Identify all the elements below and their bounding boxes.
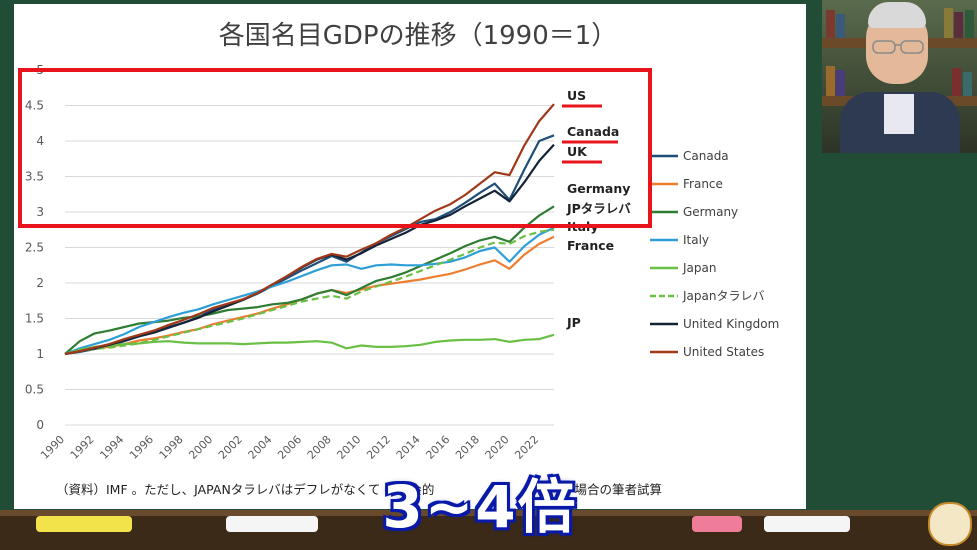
x-tick-label: 2000: [186, 433, 215, 462]
y-tick-label: 3: [36, 205, 44, 219]
series-lines: [64, 103, 555, 356]
glasses-icon: [872, 40, 924, 54]
book: [836, 70, 845, 96]
x-axis-ticks: 1990 1992 1994 1996 1998 2000 2002 2004 2006 2008…: [38, 433, 541, 462]
series-line-canada: [64, 134, 555, 356]
slide: 各国名目GDPの推移（1990＝1） 0 0.5 1 1.5 2 2.5 3 3.5 4 4.5 5…: [14, 4, 806, 509]
caption-overlay: 3~4倍: [381, 472, 578, 543]
x-tick-label: 2008: [305, 433, 334, 462]
book: [826, 66, 835, 96]
book: [963, 72, 972, 96]
legend-label: Japan: [682, 261, 716, 275]
legend-label: Japanタラレバ: [682, 289, 764, 303]
series-line-united-states: [64, 103, 555, 356]
chalk-ledge: [0, 510, 977, 550]
legend-label: France: [683, 177, 723, 191]
series-line-germany: [64, 205, 555, 355]
ledge-rail: [0, 510, 977, 516]
book: [965, 10, 974, 38]
annotation-label: UK: [567, 144, 588, 159]
presenter-shirt: [884, 94, 914, 134]
book: [954, 12, 963, 38]
x-tick-label: 1994: [97, 433, 126, 462]
chart-title: 各国名目GDPの推移（1990＝1）: [219, 21, 618, 51]
x-tick-label: 2016: [423, 433, 452, 462]
legend-label: Canada: [683, 149, 729, 163]
y-tick-label: 0: [36, 418, 44, 432]
x-tick-label: 1998: [157, 433, 186, 462]
x-tick-label: 2012: [364, 433, 393, 462]
book: [944, 8, 953, 38]
y-tick-label: 2: [36, 276, 44, 290]
book: [826, 10, 835, 38]
x-tick-label: 1990: [38, 433, 67, 462]
y-tick-label: 1.5: [25, 312, 44, 326]
x-tick-label: 2004: [246, 433, 275, 462]
gdp-line-chart: 各国名目GDPの推移（1990＝1） 00.511.522.533.544.55…: [18, 21, 779, 497]
x-tick-label: 2010: [334, 433, 363, 462]
x-tick-label: 2006: [275, 433, 304, 462]
y-tick-label: 4: [36, 134, 44, 148]
annotation-label: JPタラレバ: [566, 201, 631, 216]
legend-label: United Kingdom: [683, 317, 779, 331]
yellow-chalk: [36, 516, 132, 532]
x-tick-label: 1992: [68, 433, 97, 462]
y-axis-ticks: 00.511.522.533.544.55: [25, 63, 44, 432]
annotation-label: France: [567, 238, 614, 253]
x-tick-label: 2022: [512, 433, 541, 462]
presenter-hair: [868, 2, 926, 28]
x-tick-label: 2014: [394, 433, 423, 462]
legend-label: Italy: [683, 233, 709, 247]
x-tick-label: 2020: [483, 433, 512, 462]
legend-label: United States: [683, 345, 764, 359]
y-tick-label: 4.5: [25, 99, 44, 113]
pink-chalk: [692, 516, 742, 532]
presenter-webcam: [822, 0, 977, 153]
chart-legend: Canada France Germany Italy Japan Japanタラレバ Un…: [650, 149, 779, 359]
annotation-label: JP: [566, 315, 581, 330]
y-tick-label: 3.5: [25, 170, 44, 184]
book: [952, 68, 961, 96]
annotation-label: Canada: [567, 124, 619, 139]
series-line-japanタラレバ: [64, 228, 555, 356]
annotation-label: US: [567, 88, 586, 103]
series-line-italy: [64, 226, 555, 356]
y-tick-label: 0.5: [25, 383, 44, 397]
annotation-label: Germany: [567, 181, 630, 196]
channel-logo-icon[interactable]: [928, 502, 972, 546]
y-tick-label: 1: [36, 347, 44, 361]
book: [836, 14, 845, 38]
highlight-box: [18, 68, 652, 228]
x-tick-label: 2002: [216, 433, 245, 462]
white-chalk: [226, 516, 318, 532]
x-tick-label: 2018: [453, 433, 482, 462]
white-chalk: [764, 516, 850, 532]
source-note: （資料）IMF 。ただし、JAPANタラレバはデフレがなくて な社会的 場合の筆者試…: [56, 482, 662, 497]
y-tick-label: 2.5: [25, 241, 44, 255]
legend-label: Germany: [683, 205, 738, 219]
x-tick-label: 1996: [127, 433, 156, 462]
